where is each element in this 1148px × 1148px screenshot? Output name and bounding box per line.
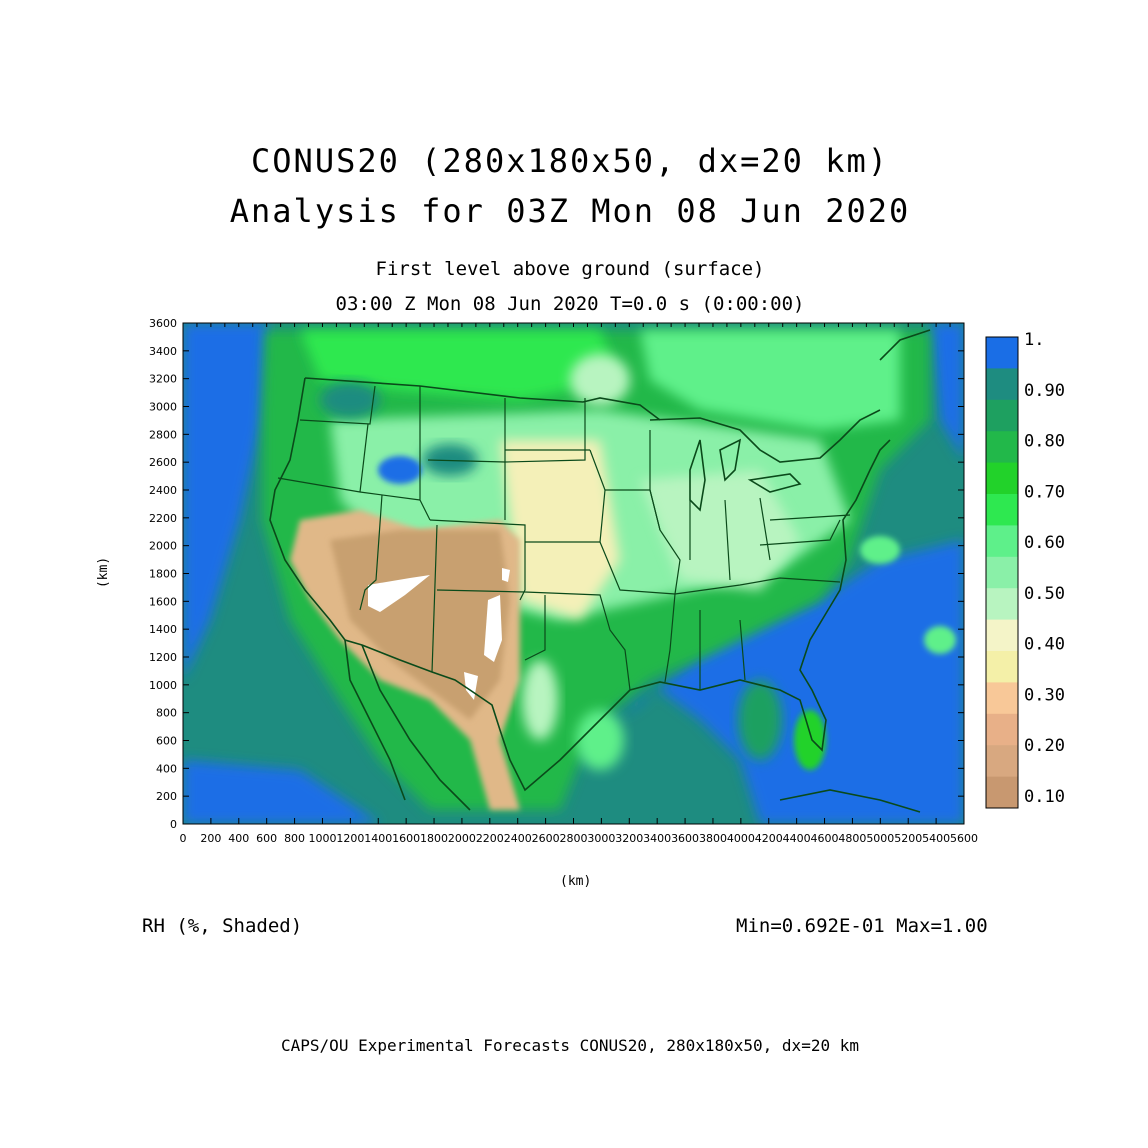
colorbar-label: 0.60 — [1024, 533, 1065, 553]
x-tick-label: 1000 — [308, 832, 336, 845]
y-tick-label: 1200 — [149, 651, 177, 664]
colorbar-label: 0.10 — [1024, 787, 1065, 807]
x-tick-label: 600 — [256, 832, 277, 845]
colorbar-swatch — [986, 651, 1018, 683]
y-tick-label: 800 — [156, 707, 177, 720]
x-tick-label: 2400 — [504, 832, 532, 845]
colorbar-swatch — [986, 368, 1018, 401]
rh-shaded-field — [183, 323, 964, 824]
x-tick-label: 3000 — [587, 832, 615, 845]
colorbar-label: 1. — [1024, 330, 1044, 350]
variable-label: RH (%, Shaded) — [142, 915, 303, 937]
x-tick-label: 1200 — [336, 832, 364, 845]
x-tick-label: 3800 — [699, 832, 727, 845]
colorbar-label: 0.30 — [1024, 685, 1065, 705]
state-boundaries — [277, 385, 851, 691]
colorbar-swatch — [986, 525, 1018, 558]
x-tick-label: 1600 — [392, 832, 420, 845]
min-max-readout: Min=0.692E-01 Max=1.00 — [736, 915, 988, 937]
x-tick-label: 800 — [284, 832, 305, 845]
x-tick-label: 5400 — [922, 832, 950, 845]
colorbar-label: 0.80 — [1024, 432, 1065, 452]
colorbar-swatch — [986, 399, 1018, 432]
y-tick-label: 3200 — [149, 373, 177, 386]
y-tick-label: 3600 — [149, 317, 177, 330]
colorbar-swatch — [986, 337, 1018, 369]
colorbar-swatch — [986, 776, 1018, 809]
y-tick-label: 2800 — [149, 428, 177, 441]
x-tick-label: 0 — [180, 832, 187, 845]
y-tick-label: 2000 — [149, 540, 177, 553]
map-subtitle-time: 03:00 Z Mon 08 Jun 2020 T=0.0 s (0:00:00… — [335, 293, 805, 315]
y-tick-label: 200 — [156, 790, 177, 803]
colorbar-label: 0.50 — [1024, 584, 1065, 604]
x-tick-label: 2600 — [532, 832, 560, 845]
x-axis-label: (km) — [560, 874, 592, 889]
footer-credit: CAPS/OU Experimental Forecasts CONUS20, … — [281, 1036, 859, 1055]
colorbar-swatch — [986, 713, 1018, 746]
x-tick-label: 2800 — [560, 832, 588, 845]
y-tick-label: 1000 — [149, 679, 177, 692]
rh-colorbar: 1. 0.90 0.80 0.70 0.60 0.50 0.40 0.30 0.20 0.10 — [985, 330, 1065, 809]
colorbar-frame — [985, 336, 1019, 809]
colorbar-swatch — [986, 494, 1018, 526]
x-tick-label: 4800 — [838, 832, 866, 845]
colorbar-label: 0.20 — [1024, 736, 1065, 756]
y-axis-label: (km) — [96, 556, 112, 589]
colorbar-swatch — [986, 462, 1018, 495]
x-tick-label: 4000 — [727, 832, 755, 845]
y-tick-label: 1800 — [149, 568, 177, 581]
x-tick-label: 1400 — [364, 832, 392, 845]
x-axis-ticks: 0 200 400 600 800 1000 1200 1400 1600 1800 2000 220… — [180, 323, 978, 845]
y-tick-label: 3000 — [149, 401, 177, 414]
map-subtitle-level: First level above ground (surface) — [375, 258, 765, 280]
y-tick-label: 2200 — [149, 512, 177, 525]
map-title-line1: CONUS20 (280x180x50, dx=20 km) — [251, 142, 889, 180]
x-tick-label: 4400 — [783, 832, 811, 845]
y-tick-label: 1400 — [149, 623, 177, 636]
y-tick-label: 0 — [170, 818, 177, 831]
x-tick-label: 5600 — [950, 832, 978, 845]
y-tick-label: 2600 — [149, 456, 177, 469]
y-tick-label: 1600 — [149, 595, 177, 608]
x-tick-label: 400 — [228, 832, 249, 845]
colorbar-swatch — [986, 431, 1018, 464]
y-tick-label: 400 — [156, 762, 177, 775]
x-tick-label: 2000 — [448, 832, 476, 845]
x-tick-label: 200 — [200, 832, 221, 845]
x-tick-label: 2200 — [476, 832, 504, 845]
colorbar-label: 0.40 — [1024, 635, 1065, 655]
y-axis-ticks: 0 200 400 600 800 1000 1200 1400 1600 1800 2000 220… — [149, 317, 964, 831]
colorbar-swatch — [986, 682, 1018, 715]
colorbar-swatch — [986, 619, 1018, 652]
colorbar-label: 0.70 — [1024, 482, 1065, 502]
colorbar-swatch — [986, 588, 1018, 621]
x-tick-label: 3600 — [671, 832, 699, 845]
colorbar-label: 0.90 — [1024, 381, 1065, 401]
x-tick-label: 3200 — [615, 832, 643, 845]
y-tick-label: 2400 — [149, 484, 177, 497]
map-title-line2: Analysis for 03Z Mon 08 Jun 2020 — [229, 192, 911, 230]
x-tick-label: 4600 — [811, 832, 839, 845]
x-tick-label: 5000 — [866, 832, 894, 845]
x-tick-label: 4200 — [755, 832, 783, 845]
y-tick-label: 3400 — [149, 345, 177, 358]
x-tick-label: 1800 — [420, 832, 448, 845]
x-tick-label: 5200 — [894, 832, 922, 845]
colorbar-swatch — [986, 745, 1018, 778]
x-tick-label: 3400 — [643, 832, 671, 845]
colorbar-swatch — [986, 556, 1018, 589]
y-tick-label: 600 — [156, 735, 177, 748]
